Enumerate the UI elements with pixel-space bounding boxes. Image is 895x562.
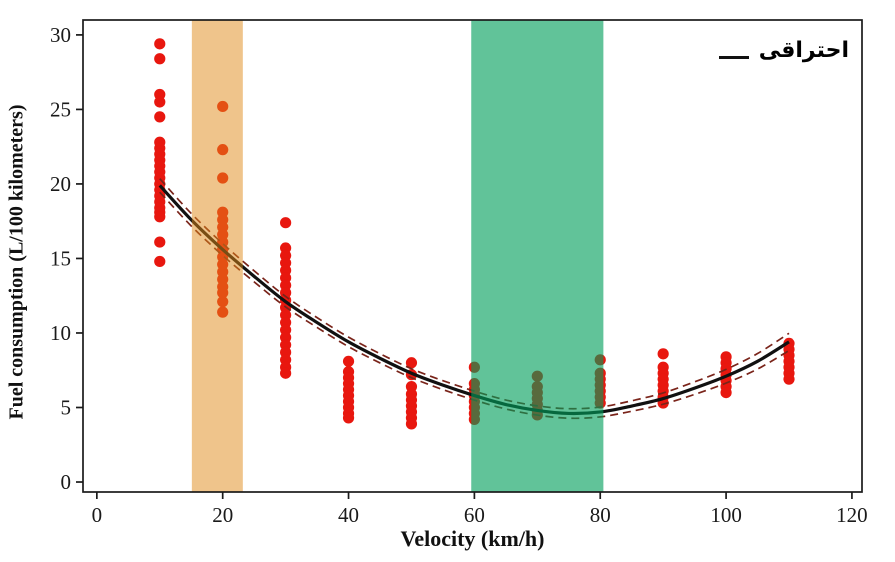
data-point	[657, 348, 669, 360]
optimal-speed-band	[471, 20, 604, 492]
data-point	[342, 412, 355, 424]
data-point	[154, 96, 166, 108]
plot-frame	[82, 19, 863, 493]
data-point	[280, 217, 292, 229]
x-tick-label: 80	[590, 503, 611, 527]
y-tick-label: 25	[50, 97, 71, 121]
data-point	[154, 236, 166, 248]
x-tick-label: 40	[338, 503, 359, 527]
x-tick-label: 0	[92, 503, 103, 527]
x-tick-label: 60	[464, 503, 485, 527]
legend: احتراقی	[718, 38, 849, 63]
data-point	[405, 357, 418, 369]
y-tick-label: 10	[50, 321, 71, 345]
data-point	[154, 255, 166, 268]
y-tick-label: 5	[61, 395, 72, 419]
data-point	[154, 53, 166, 65]
data-point	[154, 38, 166, 50]
x-axis-title: Velocity (km/h)	[400, 526, 545, 551]
x-tick-label: 20	[212, 503, 233, 527]
data-point	[154, 211, 166, 223]
x-tick-label: 100	[710, 503, 742, 527]
data-point	[154, 111, 166, 123]
data-point	[280, 367, 292, 379]
legend-line-icon	[718, 55, 749, 60]
data-point	[342, 355, 355, 367]
y-tick-label: 0	[61, 470, 72, 494]
y-tick-label: 30	[50, 23, 71, 47]
y-tick-label: 20	[50, 172, 71, 196]
x-tick-label: 120	[836, 503, 868, 527]
legend-label: احتراقی	[758, 38, 849, 63]
data-point	[783, 373, 795, 385]
low-speed-band	[191, 20, 243, 492]
data-point	[405, 418, 418, 430]
y-tick-label: 15	[50, 246, 71, 270]
data-point	[720, 386, 732, 399]
y-axis-title: Fuel consumption (L/100 kilometers)	[5, 104, 28, 420]
